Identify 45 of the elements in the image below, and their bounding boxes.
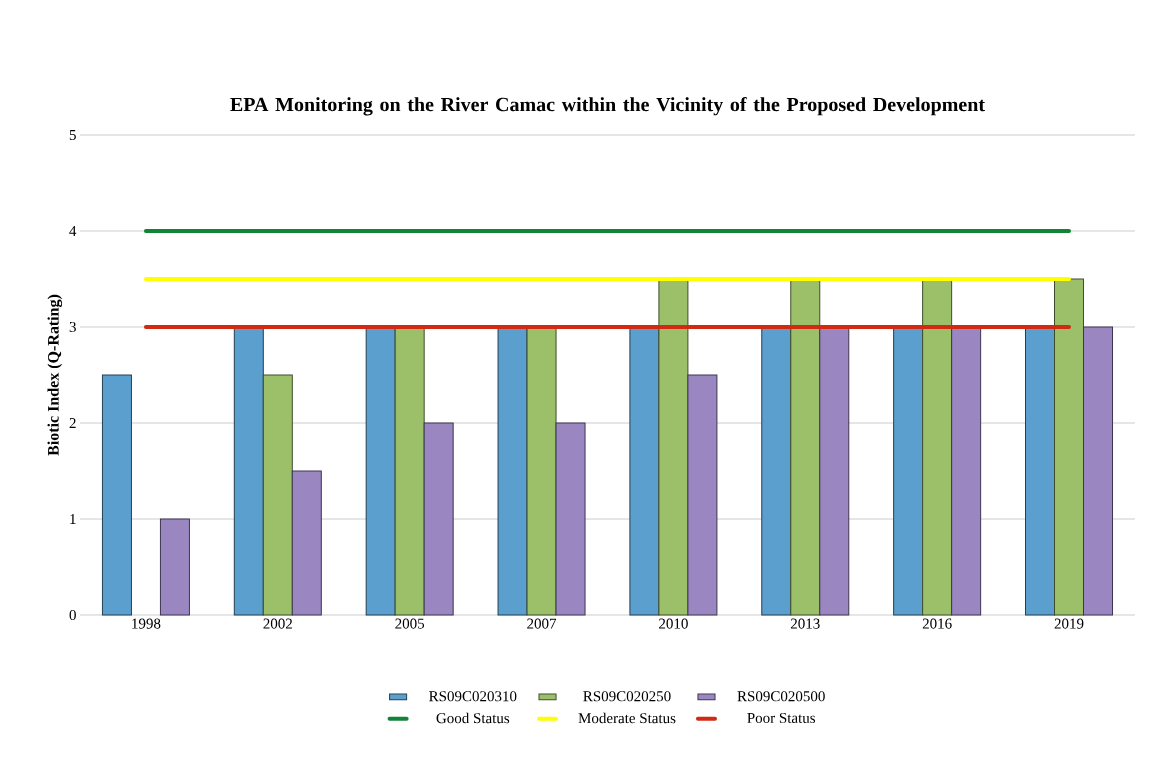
legend-label: RS09C020500 [737,691,825,702]
bar [159,518,190,616]
bar [1025,326,1056,616]
y-tick-label: 3 [69,321,76,333]
y-tick-label: 1 [70,514,76,524]
bar [658,278,689,616]
bar [951,326,982,616]
bar [101,374,132,616]
x-tick-label: 2007 [527,618,557,629]
chart-title: EPA Monitoring on the River Camac within the Vicinity of the Proposed Development [230,96,985,116]
bar [761,326,792,616]
x-tick-label: 2013 [790,618,820,629]
legend-label: Moderate Status [578,712,676,724]
y-tick-label: 4 [69,226,77,236]
x-tick-label: 2002 [263,618,292,629]
bar [497,326,528,616]
y-tick-label: 0 [69,609,76,621]
y-tick-label: 5 [69,130,76,140]
bar [262,374,293,616]
bar [1083,326,1114,616]
bar [291,470,322,616]
bar [365,326,396,616]
x-tick-label: 2005 [395,618,425,629]
y-tick-label: 2 [69,418,76,428]
bar [819,326,850,616]
x-tick-label: 2016 [922,618,952,629]
bar [526,326,557,616]
bar [893,326,924,616]
bar [394,326,425,616]
bar [687,374,718,616]
x-tick-label: 2019 [1054,618,1084,629]
legend-label: RS09C020310 [429,691,517,702]
bar [555,422,586,616]
bar [790,278,821,616]
bar [423,422,454,616]
x-tick-label: 2010 [659,618,688,629]
legend-label: Poor Status [747,712,816,723]
bar [233,326,264,616]
legend-label: Good Status [436,712,510,724]
bar [629,326,660,616]
x-tick-label: 1998 [132,618,161,629]
legend-label: RS09C020250 [583,691,671,702]
bar [922,278,953,616]
y-axis-title: Biotic Index (Q-Rating) [47,294,63,456]
bar [1054,278,1085,616]
